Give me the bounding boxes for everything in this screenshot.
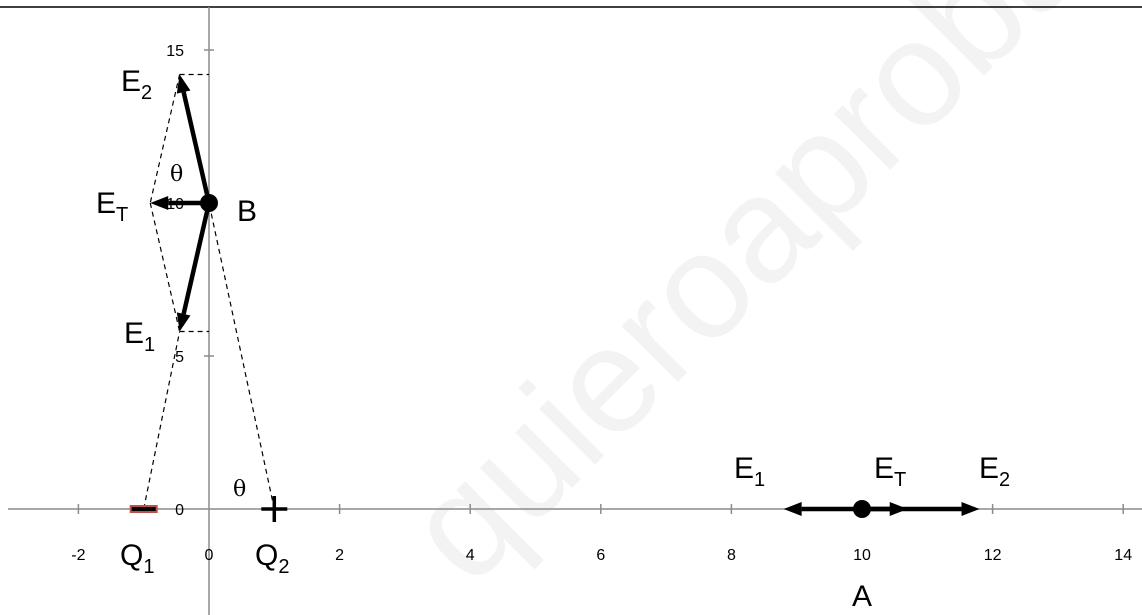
y-tick-label: 15	[166, 43, 184, 60]
dashed-q2-to-b	[208, 202, 275, 510]
negative-charge-q1	[129, 505, 158, 513]
label-point-a: A	[852, 580, 872, 613]
vector-e1-a	[783, 502, 862, 516]
label-e2-b: E2	[121, 65, 152, 104]
labels: E2 ET E1 B θ θ Q1 Q2 E1 ET E2 A	[96, 65, 1010, 613]
x-tick-label: 8	[727, 547, 736, 564]
label-et-a: ET	[874, 452, 906, 491]
watermark: quieroaprobar.es	[374, 0, 1142, 613]
x-tick-label: 2	[335, 547, 344, 564]
positive-charge-q2	[261, 496, 288, 522]
x-tick-label: 0	[205, 547, 214, 564]
x-tick-label: 4	[466, 547, 475, 564]
label-et-b: ET	[96, 187, 128, 226]
dashed-parallelogram-bottom	[149, 202, 181, 332]
label-q2: Q2	[255, 539, 289, 578]
x-tick-label: 6	[596, 547, 605, 564]
label-q1: Q1	[120, 539, 154, 578]
dashed-q1-to-e1	[143, 331, 181, 510]
axes: -2 0 2 4 6 8 10 12 14 0 5 10 15	[8, 7, 1142, 615]
y-tick-label: 5	[175, 349, 184, 366]
theta-q2: θ	[233, 477, 246, 502]
construction-lines	[143, 73, 275, 510]
x-tick-label: 14	[1114, 547, 1132, 564]
x-tick-label: 12	[984, 547, 1002, 564]
vector-e1-b	[176, 202, 212, 332]
charges	[129, 496, 288, 522]
theta-b: θ	[170, 162, 183, 187]
y-tick-label: 0	[175, 502, 184, 519]
field-vectors	[150, 74, 980, 518]
x-ticks: -2 0 2 4 6 8 10 12 14	[71, 504, 1132, 564]
dashed-parallelogram-top	[149, 74, 181, 204]
vector-e2-b	[176, 74, 212, 204]
label-e1-a: E1	[734, 452, 765, 491]
x-tick-label: 10	[853, 547, 871, 564]
label-e2-a: E2	[979, 452, 1010, 491]
point-b-marker	[200, 194, 218, 212]
x-tick-label: -2	[71, 547, 85, 564]
label-point-b: B	[237, 195, 257, 228]
label-e1-b: E1	[124, 317, 155, 356]
point-a-marker	[853, 500, 871, 518]
